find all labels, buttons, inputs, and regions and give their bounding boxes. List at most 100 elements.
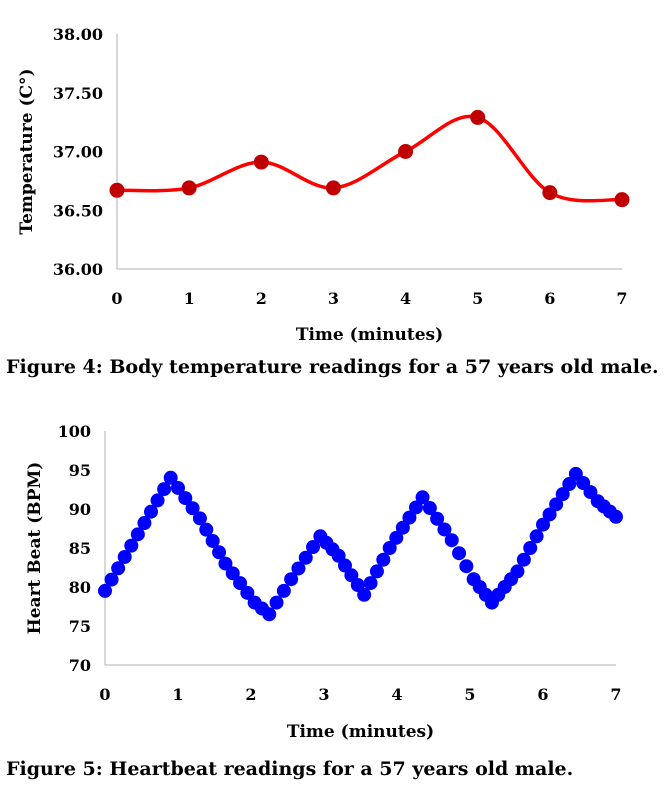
- temperature-y-axis-title: Temperature (C°): [17, 68, 37, 234]
- temperature-axes: [116, 34, 622, 270]
- temperature-x-tick-label: 5: [472, 289, 483, 308]
- temperature-x-tick-labels: 0 1 2 3 4 5 6 7: [111, 289, 627, 308]
- heartbeat-data-point: [306, 540, 321, 555]
- heartbeat-data-point: [422, 501, 437, 516]
- temperature-x-tick-label: 4: [400, 289, 411, 308]
- heartbeat-data-point: [291, 561, 306, 576]
- heartbeat-axes: [104, 431, 616, 666]
- heartbeat-data-point: [549, 497, 564, 512]
- heartbeat-y-tick-label: 100: [58, 422, 91, 441]
- temperature-series: [109, 109, 630, 208]
- heartbeat-data-point: [452, 546, 467, 561]
- heartbeat-data-point: [536, 517, 550, 532]
- temperature-data-point: [542, 185, 558, 201]
- heartbeat-data-point: [199, 522, 214, 537]
- heartbeat-data-point: [408, 500, 423, 515]
- heartbeat-data-point: [225, 566, 240, 581]
- heartbeat-data-point: [171, 480, 185, 495]
- heartbeat-data-point: [240, 585, 255, 600]
- heartbeat-data-point: [233, 576, 248, 591]
- heartbeat-data-point: [150, 493, 165, 508]
- heartbeat-data-point: [444, 533, 459, 548]
- heartbeat-data-point: [124, 538, 139, 553]
- heartbeat-x-tick-label: 6: [537, 685, 548, 704]
- temperature-y-tick-label: 37.50: [53, 84, 103, 103]
- heartbeat-y-tick-label: 80: [69, 578, 91, 597]
- temperature-line: [116, 114, 623, 203]
- heartbeat-data-point: [542, 507, 557, 522]
- figure-5-caption: Figure 5: Heartbeat readings for a 57 ye…: [6, 758, 574, 780]
- heartbeat-y-tick-labels: 70 75 80 85 90 95 100: [58, 422, 91, 675]
- temperature-chart: 36.00 36.50 37.00 37.50 38.00 0 1 2 3 4 5 6 7 Time …: [17, 25, 630, 345]
- temperature-y-tick-label: 37.00: [53, 143, 103, 162]
- heartbeat-data-point: [369, 564, 384, 579]
- heartbeat-y-tick-label: 85: [69, 539, 91, 558]
- heartbeat-data-point: [382, 541, 397, 555]
- heartbeat-data-point: [284, 572, 299, 587]
- heartbeat-data-point: [262, 607, 277, 622]
- heartbeat-data-point: [357, 587, 372, 602]
- heartbeat-data-point: [395, 520, 410, 535]
- heartbeat-data-point: [562, 477, 577, 492]
- heartbeat-data-point: [298, 550, 313, 565]
- heartbeat-y-axis-title: Heart Beat (BPM): [25, 462, 45, 635]
- temperature-x-tick-label: 6: [544, 289, 555, 308]
- heartbeat-data-point: [516, 552, 531, 567]
- heartbeat-data-point: [269, 595, 284, 610]
- temperature-x-tick-label: 3: [328, 289, 339, 308]
- temperature-y-tick-labels: 36.00 36.50 37.00 37.50 38.00: [53, 25, 103, 279]
- temperature-data-point: [253, 154, 269, 170]
- heartbeat-data-point: [363, 576, 378, 591]
- heartbeat-data-point: [276, 583, 291, 598]
- heartbeat-data-point: [459, 559, 474, 574]
- heartbeat-data-point: [555, 487, 570, 502]
- heartbeat-data-point: [98, 583, 112, 598]
- heartbeat-data-point: [529, 529, 544, 544]
- heartbeat-y-tick-label: 90: [69, 500, 91, 519]
- heartbeat-x-axis-title: Time (minutes): [287, 722, 434, 742]
- temperature-data-point: [470, 109, 486, 125]
- heartbeat-x-tick-label: 5: [464, 685, 475, 704]
- heartbeat-data-point: [402, 510, 417, 525]
- heartbeat-data-point: [104, 572, 119, 587]
- heartbeat-data-point: [137, 516, 152, 531]
- temperature-data-point: [109, 182, 125, 198]
- heartbeat-data-point: [157, 482, 172, 497]
- heartbeat-x-tick-label: 2: [245, 685, 256, 704]
- heartbeat-y-tick-label: 95: [69, 461, 91, 480]
- heartbeat-data-point: [117, 549, 132, 564]
- temperature-y-tick-label: 36.50: [53, 201, 103, 220]
- temperature-x-tick-label: 7: [616, 289, 627, 308]
- heartbeat-y-tick-label: 70: [69, 656, 91, 675]
- heartbeat-data-point: [143, 504, 158, 519]
- heartbeat-data-point: [130, 527, 145, 542]
- heartbeat-data-point: [192, 511, 207, 526]
- heartbeat-data-point: [523, 541, 538, 555]
- heartbeat-data-point: [437, 522, 452, 537]
- temperature-x-tick-label: 0: [111, 289, 122, 308]
- heartbeat-data-point: [389, 530, 404, 545]
- heartbeat-x-tick-label: 0: [99, 685, 110, 704]
- heartbeat-data-point: [510, 564, 525, 579]
- temperature-data-point: [398, 144, 414, 159]
- heartbeat-data-point: [185, 501, 200, 516]
- heartbeat-y-tick-label: 75: [69, 617, 91, 636]
- heartbeat-data-point: [111, 561, 126, 576]
- heartbeat-data-point: [178, 491, 193, 506]
- temperature-x-tick-label: 1: [184, 289, 195, 308]
- heartbeat-data-point: [376, 552, 391, 567]
- figure-4-caption: Figure 4: Body temperature readings for …: [6, 356, 659, 378]
- heartbeat-data-point: [218, 556, 233, 571]
- heartbeat-data-point: [205, 533, 220, 548]
- heartbeat-x-tick-label: 3: [318, 685, 329, 704]
- temperature-y-tick-label: 36.00: [53, 260, 103, 279]
- heartbeat-x-tick-labels: 0 1 2 3 4 5 6 7: [99, 685, 621, 704]
- heartbeat-series: [98, 466, 623, 622]
- heartbeat-data-point: [430, 511, 445, 526]
- heartbeat-data-point: [415, 490, 430, 505]
- temperature-data-point: [325, 180, 341, 196]
- heartbeat-x-tick-label: 7: [610, 685, 621, 704]
- temperature-x-axis-title: Time (minutes): [296, 325, 443, 345]
